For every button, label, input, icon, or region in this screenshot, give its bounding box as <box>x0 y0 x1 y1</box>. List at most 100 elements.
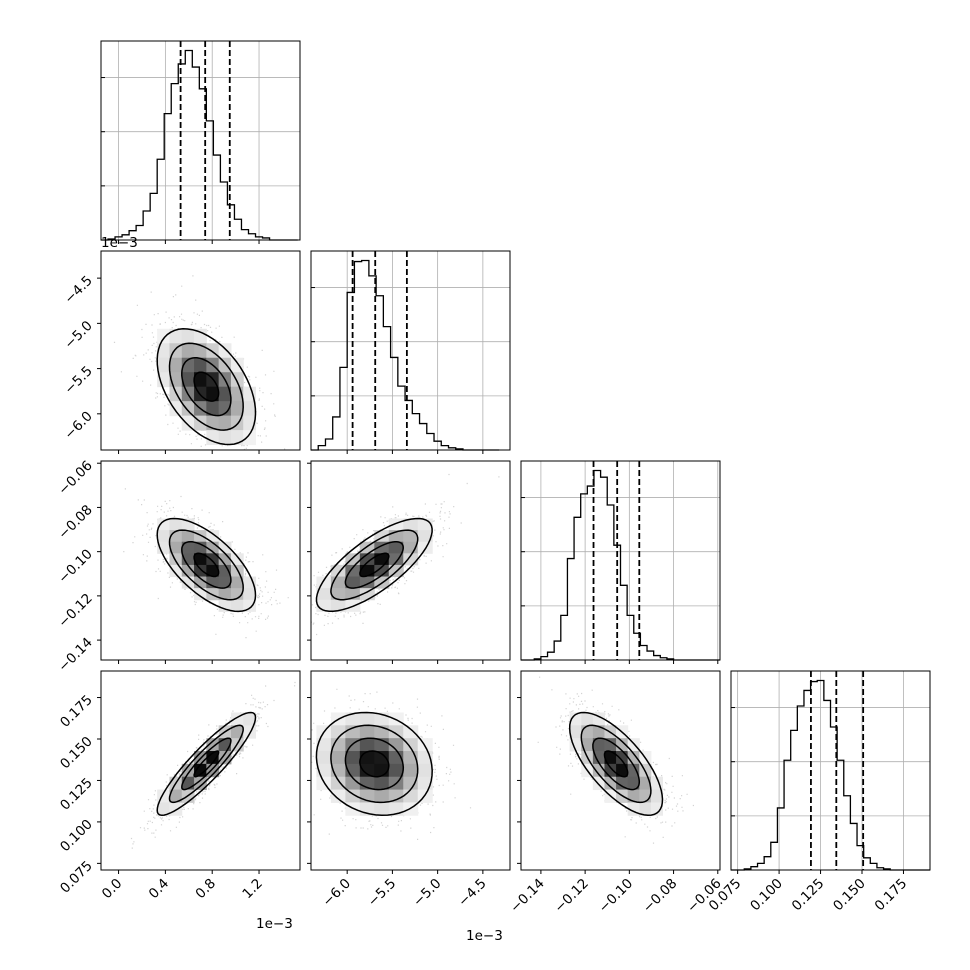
density-cell <box>345 751 361 765</box>
density-cell <box>345 564 361 578</box>
axes-frame-0-1 <box>100 250 301 451</box>
panel-contents <box>101 251 300 450</box>
contour-0 <box>603 750 629 778</box>
density-cell <box>230 588 244 601</box>
density-cell <box>218 588 232 601</box>
histogram-0 <box>101 49 298 241</box>
density-cell <box>243 599 257 612</box>
density-cell <box>650 789 664 803</box>
density-cell <box>194 530 207 543</box>
contour-2 <box>168 529 244 601</box>
density-cell <box>417 738 433 752</box>
axes-frame-1-2 <box>310 460 511 661</box>
density-cell <box>650 802 664 816</box>
scatter-points <box>311 688 472 840</box>
density-cell <box>330 725 346 739</box>
density-cell <box>243 430 257 446</box>
density-cell <box>194 357 207 373</box>
contour-0 <box>193 552 220 578</box>
density-cell <box>181 553 195 566</box>
density-cell <box>403 789 419 803</box>
x-tick-label: 1.2 <box>239 876 266 903</box>
density-cell <box>157 530 170 543</box>
density-cell <box>592 751 605 765</box>
density-cell <box>206 564 220 578</box>
x-tick-label: −6.0 <box>320 876 354 910</box>
scatter-panel-2-3 <box>517 670 721 874</box>
density-cell <box>359 763 375 778</box>
contour-2 <box>168 724 244 804</box>
axes-frame-0-2 <box>100 460 301 661</box>
y-tick-label: 0.175 <box>57 692 96 731</box>
contour-1 <box>344 540 404 589</box>
density-cell <box>569 712 582 726</box>
density-cell <box>330 789 346 803</box>
density-cell <box>194 372 207 388</box>
contour-0 <box>193 750 220 778</box>
density-cell <box>157 802 170 816</box>
density-cell <box>403 725 419 739</box>
density-cell <box>330 751 346 765</box>
density-cell <box>345 789 361 803</box>
density-cell <box>592 738 605 752</box>
y-tick-label: −4.5 <box>61 273 95 307</box>
density-cell <box>403 738 419 752</box>
marginal-panel-1 <box>310 250 511 454</box>
density-cell <box>388 518 404 531</box>
density-cell <box>194 328 207 344</box>
density-cell <box>194 763 207 778</box>
density-cell <box>169 328 183 344</box>
density-cell <box>581 725 594 739</box>
density-cell <box>181 401 195 417</box>
density-cell <box>592 725 605 739</box>
x-tick-label: 0.175 <box>872 876 911 915</box>
contour-1 <box>181 737 232 791</box>
y-tick-label: −6.0 <box>61 408 95 442</box>
density-cell <box>243 386 257 402</box>
contour-3 <box>156 328 257 446</box>
x-tick-label: 0.0 <box>99 876 126 903</box>
density-cell <box>417 763 433 778</box>
density-cell <box>243 576 257 589</box>
density-cell <box>243 401 257 417</box>
panel-contents <box>101 671 300 870</box>
y-tick-label: 0.100 <box>57 816 96 855</box>
density-cell <box>359 725 375 739</box>
density-cell <box>230 401 244 417</box>
density-cell <box>604 763 617 778</box>
density-cell <box>169 553 183 566</box>
density-cell <box>218 357 232 373</box>
density-cell <box>230 553 244 566</box>
contour-2 <box>330 724 419 804</box>
density-cell <box>169 541 183 554</box>
density-cell <box>388 541 404 554</box>
density-cell <box>345 712 361 726</box>
contour-0 <box>359 750 390 778</box>
marginal-panel-0 <box>100 40 301 244</box>
density-cell <box>194 541 207 554</box>
density-cell <box>169 401 183 417</box>
y-tick-label: −0.10 <box>55 546 96 587</box>
y-tick-label: −5.0 <box>61 318 95 352</box>
density-cell <box>374 776 390 791</box>
density-cell <box>330 738 346 752</box>
density-cell <box>206 430 220 446</box>
density-cell <box>169 789 183 803</box>
density-cell <box>206 530 220 543</box>
contour-0 <box>193 371 220 402</box>
density-cell <box>581 712 594 726</box>
density-cell <box>243 588 257 601</box>
x-tick-label: 0.4 <box>146 876 173 903</box>
contour-2 <box>580 724 652 804</box>
density-cell <box>374 751 390 765</box>
density-cell <box>359 751 375 765</box>
density-cell <box>181 328 195 344</box>
density-cell <box>374 564 390 578</box>
y-tick-label: −0.12 <box>55 590 96 631</box>
density-cell <box>345 725 361 739</box>
density-cell <box>403 518 419 531</box>
density-cell <box>157 372 170 388</box>
contour-2 <box>330 529 419 601</box>
density-cell <box>181 343 195 359</box>
density-cell <box>359 738 375 752</box>
